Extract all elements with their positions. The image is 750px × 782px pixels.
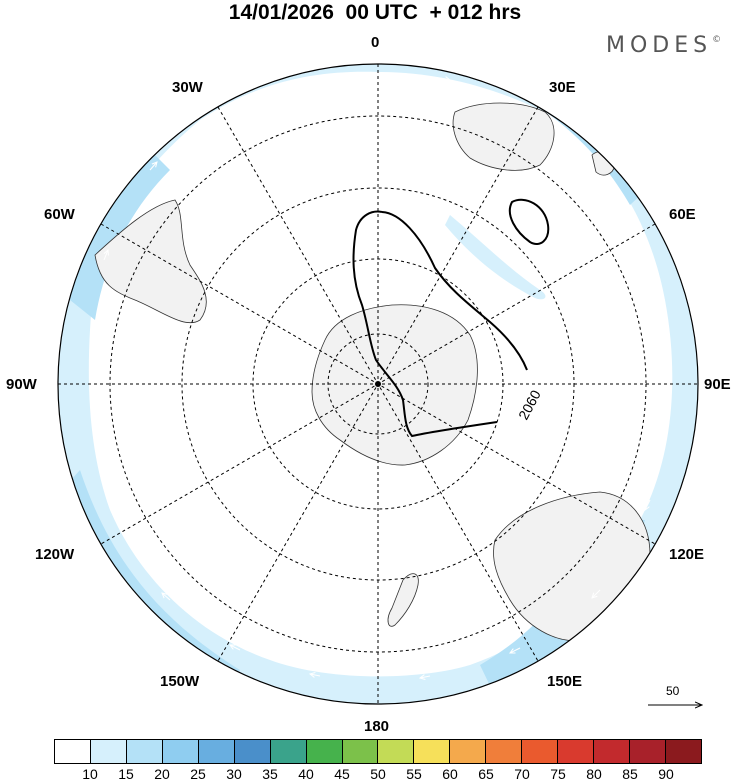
- colorbar-tick-label: 30: [226, 766, 242, 782]
- colorbar-tick-label: 40: [298, 766, 314, 782]
- reference-vector-value: 50: [666, 684, 680, 698]
- lon-label-120e: 120E: [669, 546, 705, 563]
- lon-label-0: 0: [371, 34, 380, 51]
- lon-label-150e: 150E: [547, 673, 583, 690]
- pole-marker: [375, 381, 381, 387]
- contour-2060-line: [352, 210, 498, 438]
- lon-label-180: 180: [364, 718, 390, 735]
- colorbar-swatch: [665, 740, 701, 763]
- colorbar: [54, 739, 702, 764]
- colorbar-swatch: [126, 740, 163, 763]
- colorbar-tick-label: 75: [550, 766, 566, 782]
- lon-label-90w: 90W: [6, 376, 37, 393]
- brand-name: MODES: [606, 33, 713, 58]
- colorbar-swatch: [450, 740, 487, 763]
- colorbar-swatch: [270, 740, 307, 763]
- new-zealand: [387, 573, 419, 627]
- colorbar-swatch: [306, 740, 343, 763]
- colorbar-swatch: [630, 740, 666, 763]
- colorbar-tick-label: 90: [658, 766, 674, 782]
- lon-label-150w: 150W: [160, 673, 200, 690]
- colorbar-swatch: [522, 740, 559, 763]
- lon-label-120w: 120W: [35, 546, 75, 563]
- brand-mark: ©: [712, 35, 722, 45]
- colorbar-tick-label: 60: [442, 766, 458, 782]
- map-boundary: [57, 63, 699, 705]
- contour-lines: [352, 198, 550, 438]
- colorbar-swatch: [594, 740, 630, 763]
- colorbar-tick-label: 15: [118, 766, 134, 782]
- colorbar-swatch: [234, 740, 271, 763]
- contour-2060-line-east: [381, 211, 528, 371]
- colorbar-tick-label: 10: [82, 766, 98, 782]
- colorbar-swatch: [486, 740, 523, 763]
- colorbar-tick-label: 85: [622, 766, 638, 782]
- colorbar-tick-label: 25: [190, 766, 206, 782]
- colorbar-tick-label: 65: [478, 766, 494, 782]
- colorbar-swatch: [378, 740, 415, 763]
- colorbar-tick-label: 20: [154, 766, 170, 782]
- colorbar-swatch: [342, 740, 379, 763]
- colorbar-swatch: [558, 740, 595, 763]
- colorbar-swatch: [162, 740, 199, 763]
- colorbar-swatch: [198, 740, 235, 763]
- colorbar-tick-label: 80: [586, 766, 602, 782]
- lon-label-90e: 90E: [704, 376, 731, 393]
- colorbar-tick-label: 70: [514, 766, 530, 782]
- contour-closed-high: [508, 198, 550, 245]
- colorbar-swatch: [414, 740, 451, 763]
- map-title: 14/01/2026 00 UTC + 012 hrs: [228, 1, 522, 24]
- colorbar-swatch: [90, 740, 127, 763]
- lon-label-30w: 30W: [172, 79, 203, 96]
- lon-label-60e: 60E: [669, 206, 696, 223]
- colorbar-tick-label: 55: [406, 766, 422, 782]
- colorbar-tick-label: 35: [262, 766, 278, 782]
- lon-label-60w: 60W: [44, 206, 75, 223]
- colorbar-tick-label: 45: [334, 766, 350, 782]
- brand-logo: MODES©: [606, 33, 721, 58]
- colorbar-tick-label: 50: [370, 766, 386, 782]
- lon-label-30e: 30E: [549, 79, 576, 96]
- colorbar-swatch: [55, 740, 91, 763]
- south-america: [94, 199, 207, 324]
- africa: [452, 102, 555, 171]
